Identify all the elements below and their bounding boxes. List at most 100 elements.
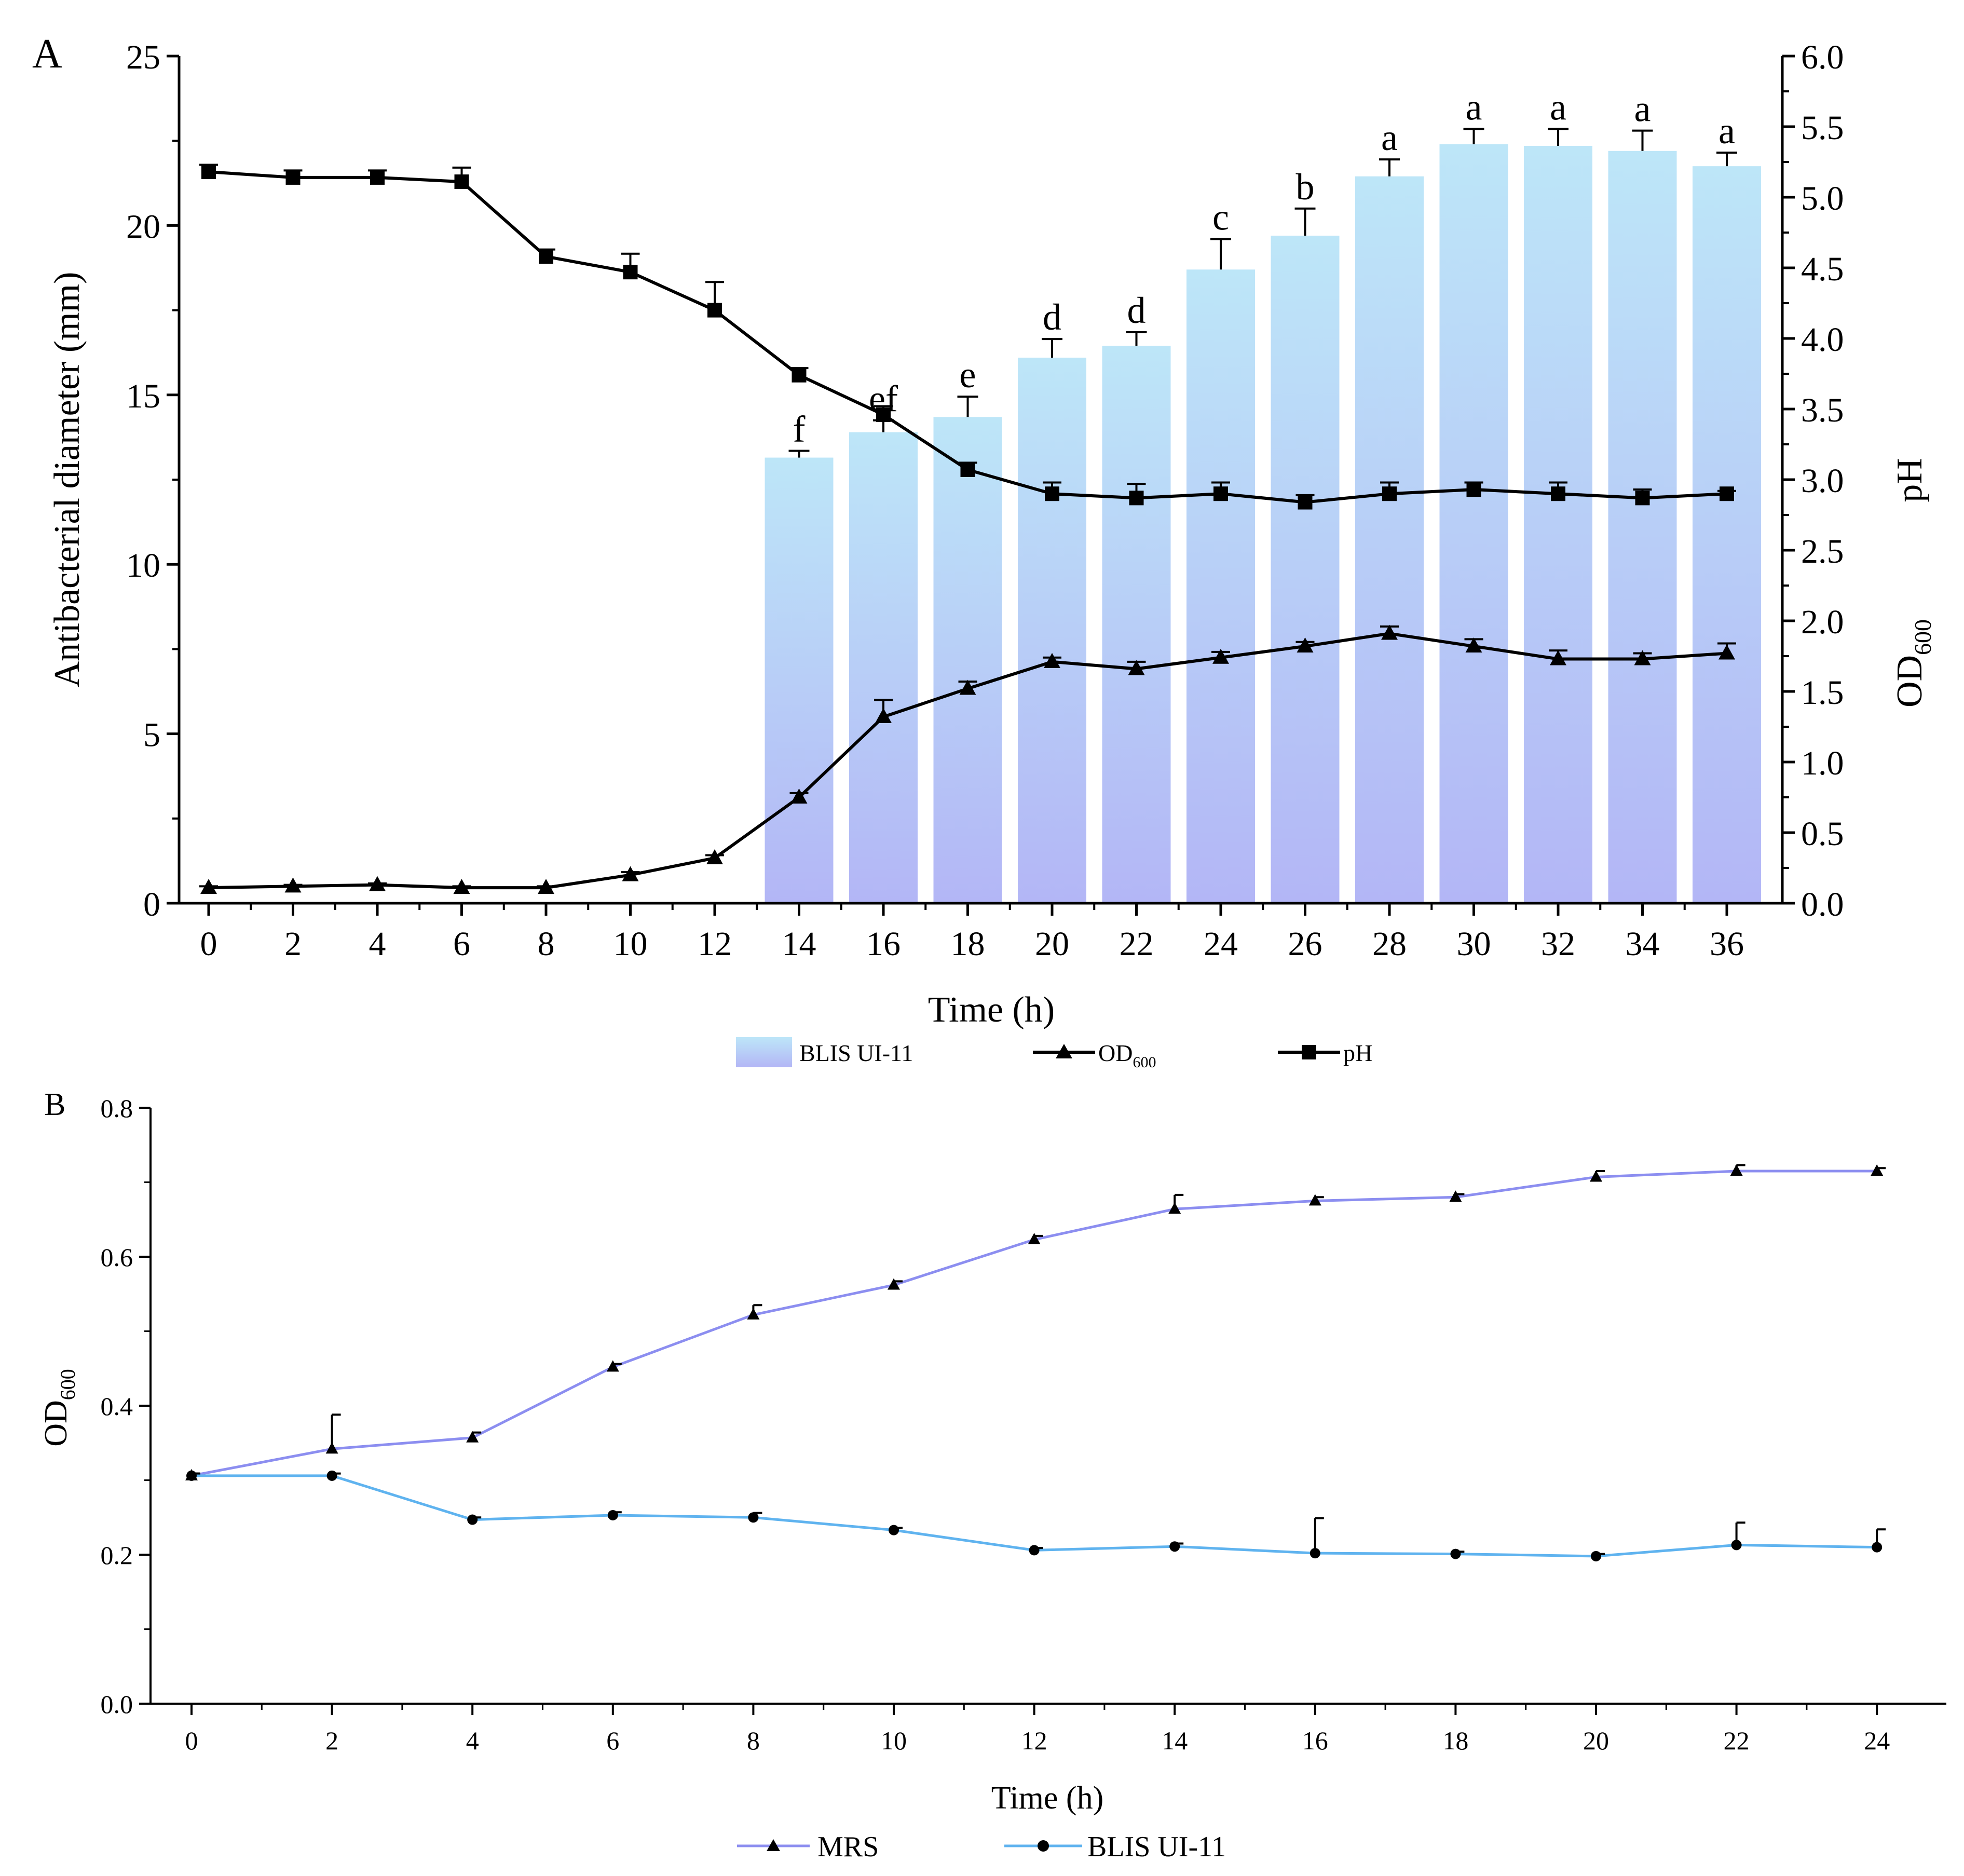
panel-b-legend: MRS BLIS UI-11: [737, 1831, 1226, 1863]
ph-point: [370, 170, 385, 185]
right-tick-label: 4.0: [1801, 321, 1844, 359]
ph-point: [707, 303, 722, 318]
significance-letter: a: [1550, 86, 1566, 128]
od600-point: [790, 789, 808, 804]
panel-b-y-ticks: 0.0 0.2 0.4 0.6 0.8: [101, 1094, 151, 1719]
mrs-point: [1590, 1170, 1602, 1182]
bar-blis: [933, 417, 1002, 903]
ph-point: [876, 407, 891, 422]
right-tick-label: 1.5: [1801, 674, 1844, 712]
b-x-tick-label: 16: [1302, 1726, 1328, 1755]
legend-marker-od: [1056, 1044, 1072, 1058]
bar-blis: [849, 432, 918, 903]
ph-point: [539, 249, 553, 264]
panel-a-bar-errors: [788, 128, 1737, 458]
panel-a-label: A: [32, 31, 62, 77]
panel-a-right-ticks: 0.0 0.5 1.0 1.5 2.0 2.5 3.0 3.5 4.0 4.5 5.0 5.5 6.0: [1782, 38, 1844, 923]
x-tick-label: 26: [1288, 925, 1322, 963]
right-tick-label: 2.5: [1801, 533, 1844, 570]
od600-point: [622, 866, 639, 881]
bar-blis: [1102, 346, 1171, 903]
od600-point: [959, 679, 976, 695]
blis-point: [1029, 1545, 1040, 1556]
ph-point: [1045, 486, 1059, 501]
right-tick-label: 3.5: [1801, 391, 1844, 429]
mrs-point: [747, 1308, 760, 1320]
b-x-tick-label: 8: [747, 1726, 760, 1755]
bar-blis: [1524, 145, 1592, 904]
od600-point: [538, 879, 554, 894]
od600-point: [1212, 648, 1229, 664]
significance-letter: d: [1043, 296, 1061, 338]
od600-point: [200, 879, 217, 894]
legend-marker-mrs: [767, 1839, 780, 1851]
left-tick-label: 25: [126, 38, 160, 76]
b-od-main: OD: [38, 1400, 74, 1447]
od600-point: [369, 876, 386, 891]
panel-b-lines: [185, 1164, 1886, 1561]
ph-point: [1551, 486, 1565, 501]
right-tick-label: 3.0: [1801, 462, 1844, 500]
blis-point: [607, 1510, 618, 1520]
ph-point: [454, 174, 469, 189]
legend-label-mrs: MRS: [817, 1831, 879, 1863]
b-x-tick-label: 2: [325, 1726, 338, 1755]
significance-letter: e: [960, 354, 976, 396]
b-x-tick-label: 24: [1864, 1726, 1890, 1755]
b-x-tick-label: 22: [1724, 1726, 1750, 1755]
mrs-point: [888, 1278, 900, 1290]
blis-point: [1731, 1540, 1742, 1551]
od600-point: [1044, 652, 1060, 668]
x-tick-label: 28: [1372, 925, 1407, 963]
panel-a-bars: [765, 144, 1761, 904]
od600-point: [1465, 637, 1482, 652]
mrs-point: [325, 1442, 338, 1454]
x-tick-label: 16: [866, 925, 901, 963]
x-tick-label: 36: [1710, 925, 1744, 963]
panel-a-right-axis-title-ph: pH: [1890, 458, 1930, 502]
bar-blis: [1271, 235, 1340, 903]
b-y-tick-label: 0.4: [101, 1392, 133, 1421]
x-tick-label: 14: [782, 925, 816, 963]
mrs-point: [1168, 1202, 1181, 1214]
x-tick-label: 8: [538, 925, 555, 963]
ph-point: [1213, 486, 1228, 501]
ph-point: [623, 265, 638, 280]
mrs-point: [1730, 1164, 1743, 1176]
od600-point: [284, 877, 302, 893]
legend-marker-ph: [1302, 1045, 1316, 1059]
left-tick-label: 5: [143, 716, 160, 754]
panel-a-left-ticks: 0 5 10 15 20 25: [126, 38, 179, 923]
x-tick-label: 4: [369, 925, 386, 963]
blis-series-line: [192, 1474, 1877, 1558]
right-tick-label: 2.0: [1801, 603, 1844, 641]
left-tick-label: 20: [126, 208, 160, 246]
panel-b-x-axis-title: Time (h): [991, 1780, 1103, 1816]
panel-b-x-ticks: 0 2 4 6 8 10 12 14 16 18 20 22 24: [185, 1704, 1890, 1755]
panel-b-chart: B 0.00.20.40.60.8 0 2 4 6 8 10 12 14 16 18 20 22 24 …: [38, 1087, 1946, 1863]
ph-point: [285, 170, 301, 185]
legend-od-main: OD: [1098, 1040, 1133, 1066]
bar-blis: [1439, 144, 1508, 903]
blis-point: [1872, 1542, 1883, 1553]
od600-point: [453, 879, 470, 894]
significance-letter: a: [1634, 88, 1651, 130]
right-tick-label: 0.0: [1801, 886, 1844, 923]
ph-point: [960, 462, 975, 477]
blis-point: [748, 1512, 759, 1523]
right-tick-label: 6.0: [1801, 38, 1844, 76]
ph-point: [792, 368, 807, 383]
panel-a-x-axis-title: Time (h): [928, 990, 1055, 1030]
od600-point: [875, 708, 892, 723]
blis-point: [1450, 1548, 1461, 1559]
significance-letter: a: [1466, 86, 1482, 128]
blis-point: [467, 1514, 478, 1525]
blis-point: [326, 1470, 337, 1481]
x-tick-label: 12: [698, 925, 732, 963]
panel-a-right-axis-title-od: OD600: [1890, 619, 1936, 708]
mrs-point: [466, 1431, 479, 1443]
x-tick-label: 18: [951, 925, 985, 963]
